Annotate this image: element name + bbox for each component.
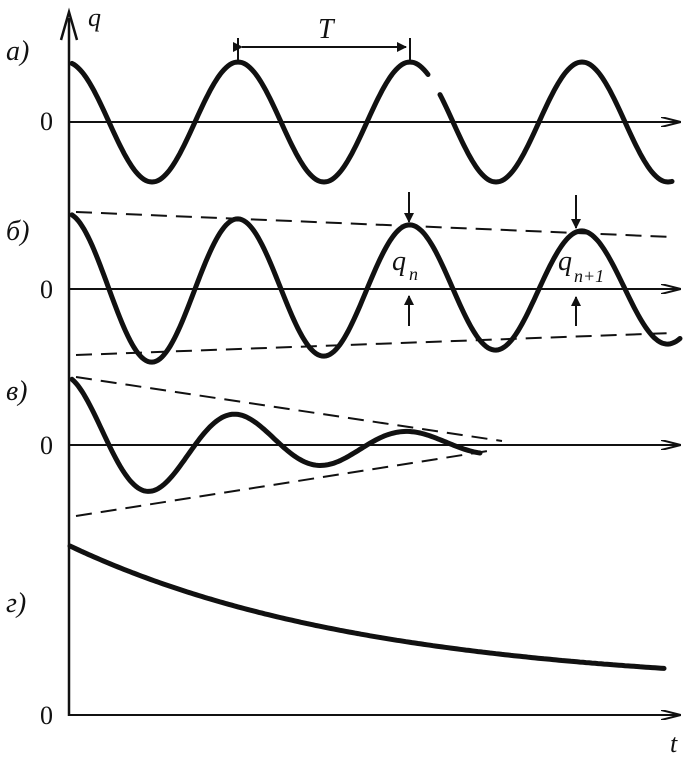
envelope-upper-c — [75, 376, 503, 442]
panel-label-b: б) — [6, 216, 29, 247]
aperiodic-decay-curve — [67, 543, 667, 671]
zero-label-a: 0 — [40, 107, 53, 136]
period-label: T — [318, 14, 336, 45]
undamped-curve-continued — [437, 59, 675, 185]
zero-label-c: 0 — [40, 431, 53, 460]
envelope-lower-c — [75, 450, 489, 517]
strongly-damped-curve — [69, 376, 483, 494]
qn-label: q — [392, 246, 406, 277]
panel-label-d: г) — [6, 588, 26, 619]
panel-label-a: а) — [6, 36, 29, 67]
qn1-label: q — [558, 246, 572, 277]
panel-label-c: в) — [6, 376, 27, 407]
t-axis-label: t — [670, 729, 678, 758]
qn1-subscript: n+1 — [574, 266, 604, 286]
slightly-damped-curve — [69, 212, 683, 365]
q-axis-arrowhead — [59, 7, 79, 41]
qn-subscript: n — [409, 264, 418, 284]
undamped-curve — [69, 59, 431, 185]
q-axis-label: q — [88, 3, 101, 32]
zero-label-d: 0 — [40, 701, 53, 730]
zero-label-b: 0 — [40, 275, 53, 304]
